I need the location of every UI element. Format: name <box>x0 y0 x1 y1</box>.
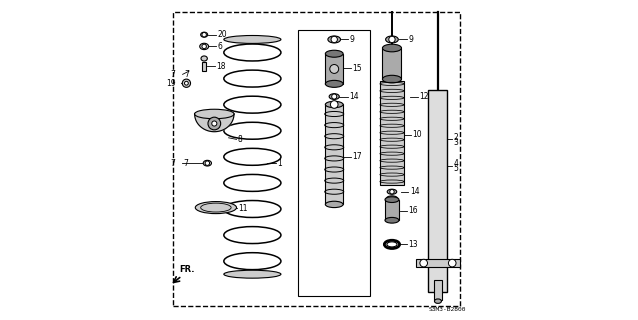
Ellipse shape <box>325 101 343 108</box>
Ellipse shape <box>201 56 207 61</box>
Text: S3M3-B2800: S3M3-B2800 <box>429 307 466 312</box>
Text: 9: 9 <box>350 35 354 44</box>
Circle shape <box>389 36 395 43</box>
Circle shape <box>330 101 338 108</box>
Circle shape <box>202 32 206 37</box>
Text: 7: 7 <box>183 159 188 168</box>
Ellipse shape <box>385 36 398 43</box>
Ellipse shape <box>382 44 401 52</box>
Bar <box>385 200 399 220</box>
Ellipse shape <box>325 50 343 57</box>
Bar <box>429 90 447 292</box>
Circle shape <box>331 36 338 43</box>
Text: 9: 9 <box>408 35 413 44</box>
Ellipse shape <box>204 160 211 166</box>
Bar <box>202 62 206 70</box>
Circle shape <box>449 259 456 267</box>
Text: FR.: FR. <box>179 265 195 274</box>
Text: 13: 13 <box>408 240 418 249</box>
Ellipse shape <box>385 217 399 223</box>
Text: 12: 12 <box>419 92 429 101</box>
Circle shape <box>330 65 339 73</box>
Ellipse shape <box>195 109 234 119</box>
Ellipse shape <box>201 32 207 37</box>
Text: 7: 7 <box>184 70 189 79</box>
Circle shape <box>205 161 209 165</box>
Ellipse shape <box>387 242 397 247</box>
Circle shape <box>332 94 337 99</box>
Text: 8: 8 <box>238 135 242 144</box>
Bar <box>382 48 401 79</box>
Circle shape <box>182 79 191 87</box>
Text: 15: 15 <box>352 63 362 73</box>
Bar <box>299 30 370 296</box>
Ellipse shape <box>385 197 399 203</box>
Ellipse shape <box>382 75 401 83</box>
Text: 17: 17 <box>352 152 362 161</box>
Ellipse shape <box>224 36 281 44</box>
Bar <box>325 105 343 204</box>
Text: 7: 7 <box>171 70 175 79</box>
Bar <box>434 280 441 300</box>
Ellipse shape <box>224 270 281 278</box>
Text: 2: 2 <box>454 133 458 142</box>
Ellipse shape <box>329 94 339 100</box>
Circle shape <box>420 259 427 267</box>
Ellipse shape <box>325 201 343 208</box>
Ellipse shape <box>387 189 397 194</box>
Ellipse shape <box>195 202 237 214</box>
Polygon shape <box>195 114 234 132</box>
Bar <box>325 54 343 84</box>
Text: 16: 16 <box>408 206 418 215</box>
Text: 18: 18 <box>216 62 226 71</box>
Text: 11: 11 <box>239 204 248 213</box>
Text: 20: 20 <box>217 30 226 39</box>
Text: 5: 5 <box>454 164 458 173</box>
Ellipse shape <box>434 299 441 303</box>
Circle shape <box>184 81 188 85</box>
Text: 3: 3 <box>454 138 458 147</box>
Text: 1: 1 <box>278 159 282 168</box>
Ellipse shape <box>328 36 341 43</box>
Bar <box>417 259 459 267</box>
Circle shape <box>390 189 394 194</box>
Ellipse shape <box>325 80 343 87</box>
Text: 7: 7 <box>171 159 175 168</box>
Text: 14: 14 <box>350 92 359 101</box>
Circle shape <box>208 117 221 130</box>
Text: 19: 19 <box>166 79 175 88</box>
Ellipse shape <box>386 196 397 202</box>
Text: 10: 10 <box>412 130 422 139</box>
Bar <box>380 81 404 185</box>
Ellipse shape <box>200 43 209 50</box>
Text: 14: 14 <box>410 187 419 196</box>
Circle shape <box>212 121 217 126</box>
Circle shape <box>202 44 206 49</box>
Text: 4: 4 <box>454 159 458 168</box>
Text: 6: 6 <box>217 42 222 51</box>
